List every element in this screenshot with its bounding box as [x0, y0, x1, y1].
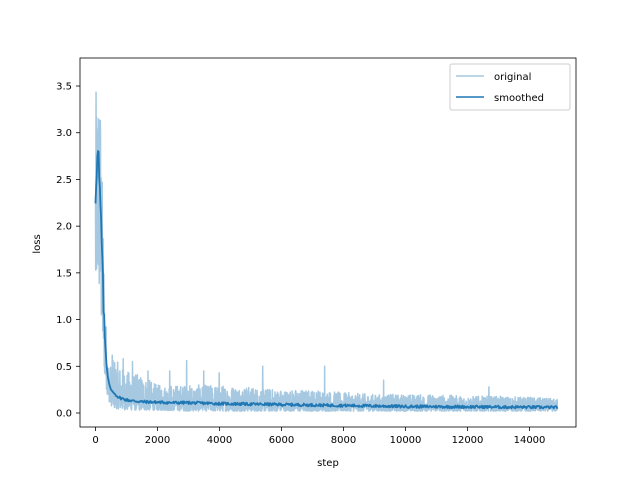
- axes-frame: [79, 57, 577, 428]
- y-tick-label: 0.0: [56, 408, 72, 419]
- legend-label-original: original: [494, 72, 531, 83]
- legend-label-smoothed: smoothed: [494, 93, 544, 104]
- x-tick-label: 10000: [390, 435, 422, 446]
- y-tick-label: 3.5: [56, 82, 72, 93]
- legend: original smoothed: [449, 63, 571, 111]
- y-tick-label: 3.0: [56, 128, 72, 139]
- x-tick-label: 14000: [514, 435, 546, 446]
- x-tick-label: 0: [92, 435, 98, 446]
- y-axis-label: loss: [32, 234, 43, 253]
- y-tick-label: 0.5: [56, 362, 72, 373]
- y-tick-label: 1.0: [56, 315, 72, 326]
- x-axis-label: step: [317, 458, 339, 469]
- y-tick-label: 1.5: [56, 268, 72, 279]
- series-smoothed-line: [94, 150, 559, 410]
- x-tick-label: 8000: [331, 435, 356, 446]
- x-axis-ticks: 0 2000 4000 6000 8000 10000 12000 14000: [92, 427, 545, 446]
- axes-border: [79, 57, 577, 428]
- x-tick-label: 6000: [269, 435, 294, 446]
- y-axis-ticks: 0.0 0.5 1.0 1.5 2.0 2.5 3.0 3.5: [56, 82, 80, 419]
- x-tick-label: 4000: [207, 435, 232, 446]
- y-tick-label: 2.5: [56, 175, 72, 186]
- x-tick-label: 2000: [145, 435, 170, 446]
- y-tick-label: 2.0: [56, 222, 72, 233]
- plot-area: [94, 91, 559, 412]
- x-tick-label: 12000: [452, 435, 484, 446]
